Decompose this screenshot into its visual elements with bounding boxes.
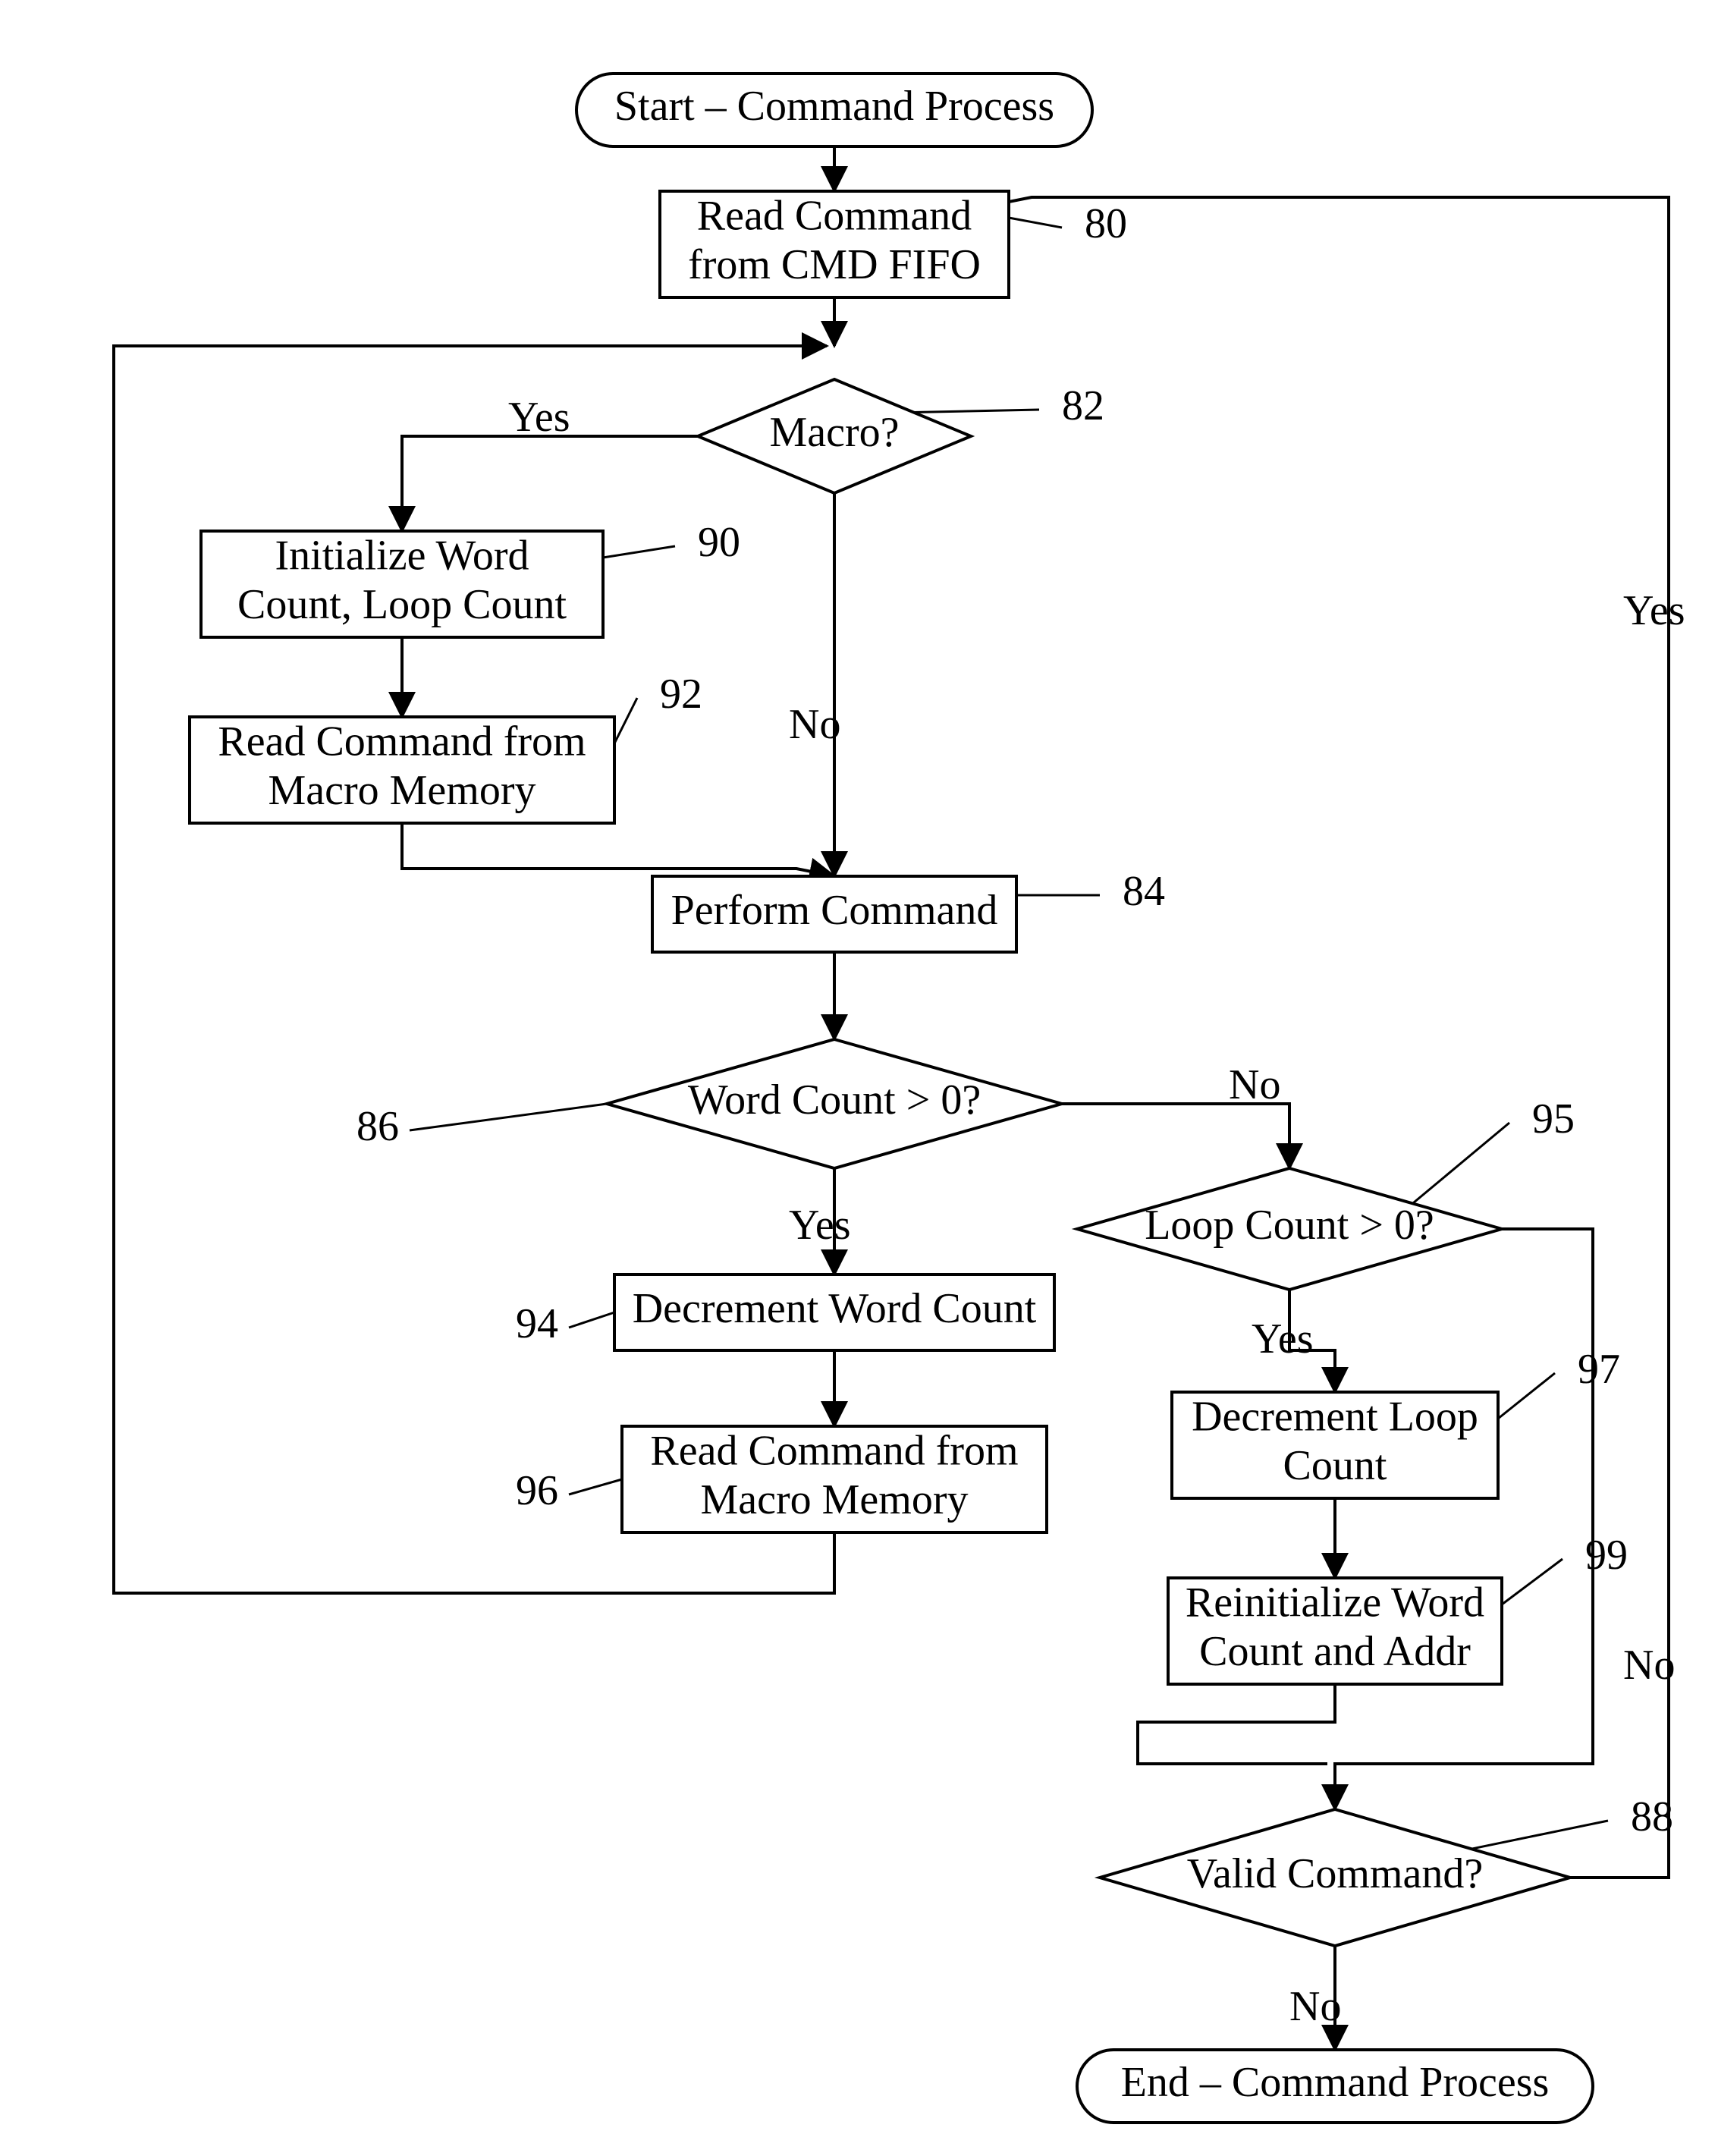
ref-80: 80: [1085, 200, 1127, 247]
ref-96: 96: [516, 1467, 558, 1514]
ref-86: 86: [356, 1103, 399, 1150]
node-text-n80: from CMD FIFO: [688, 241, 981, 288]
ref-90: 90: [698, 519, 740, 566]
edge-label: Yes: [508, 394, 570, 441]
node-text-n96: Macro Memory: [700, 1476, 968, 1523]
edge-label: No: [1289, 1983, 1341, 2030]
node-text-n99: Reinitialize Word: [1186, 1579, 1484, 1626]
edge: [1138, 1684, 1335, 1764]
node-text-n97: Decrement Loop: [1192, 1394, 1478, 1441]
node-text-n92: Macro Memory: [268, 767, 536, 814]
edge-label: No: [789, 701, 840, 748]
node-text-n94: Decrement Word Count: [633, 1285, 1037, 1332]
node-text-n84: Perform Command: [671, 887, 998, 934]
ref-95: 95: [1532, 1095, 1575, 1142]
node-text-end: End – Command Process: [1121, 2059, 1550, 2106]
edge: [402, 823, 834, 876]
ref-92: 92: [660, 671, 702, 718]
flowchart-canvas: YesNoYesNoYesNoYesNoStart – Command Proc…: [0, 0, 1718, 2156]
ref-82: 82: [1062, 382, 1104, 429]
edge-label: Yes: [1252, 1315, 1313, 1362]
edge: [402, 436, 698, 531]
node-text-start: Start – Command Process: [614, 83, 1054, 130]
edge: [1062, 1104, 1289, 1168]
node-text-n92: Read Command from: [218, 718, 586, 765]
edge-label: Yes: [1623, 587, 1685, 634]
ref-97: 97: [1578, 1346, 1620, 1393]
node-text-n90: Initialize Word: [275, 533, 529, 580]
node-text-n86: Word Count > 0?: [688, 1076, 981, 1124]
edge: [1335, 1229, 1593, 1809]
ref-94: 94: [516, 1300, 558, 1347]
node-text-n88: Valid Command?: [1187, 1850, 1483, 1897]
ref-88: 88: [1631, 1793, 1673, 1840]
node-text-n80: Read Command: [697, 193, 972, 240]
node-text-n97: Count: [1283, 1442, 1387, 1489]
edge-label: Yes: [789, 1202, 850, 1249]
node-text-n95: Loop Count > 0?: [1145, 1202, 1434, 1249]
node-text-n96: Read Command from: [650, 1428, 1018, 1475]
node-text-n82: Macro?: [769, 409, 899, 456]
ref-99: 99: [1585, 1532, 1628, 1579]
node-text-n90: Count, Loop Count: [237, 581, 567, 628]
ref-84: 84: [1123, 868, 1165, 915]
node-text-n99: Count and Addr: [1199, 1628, 1471, 1675]
edge-label: No: [1229, 1061, 1280, 1108]
